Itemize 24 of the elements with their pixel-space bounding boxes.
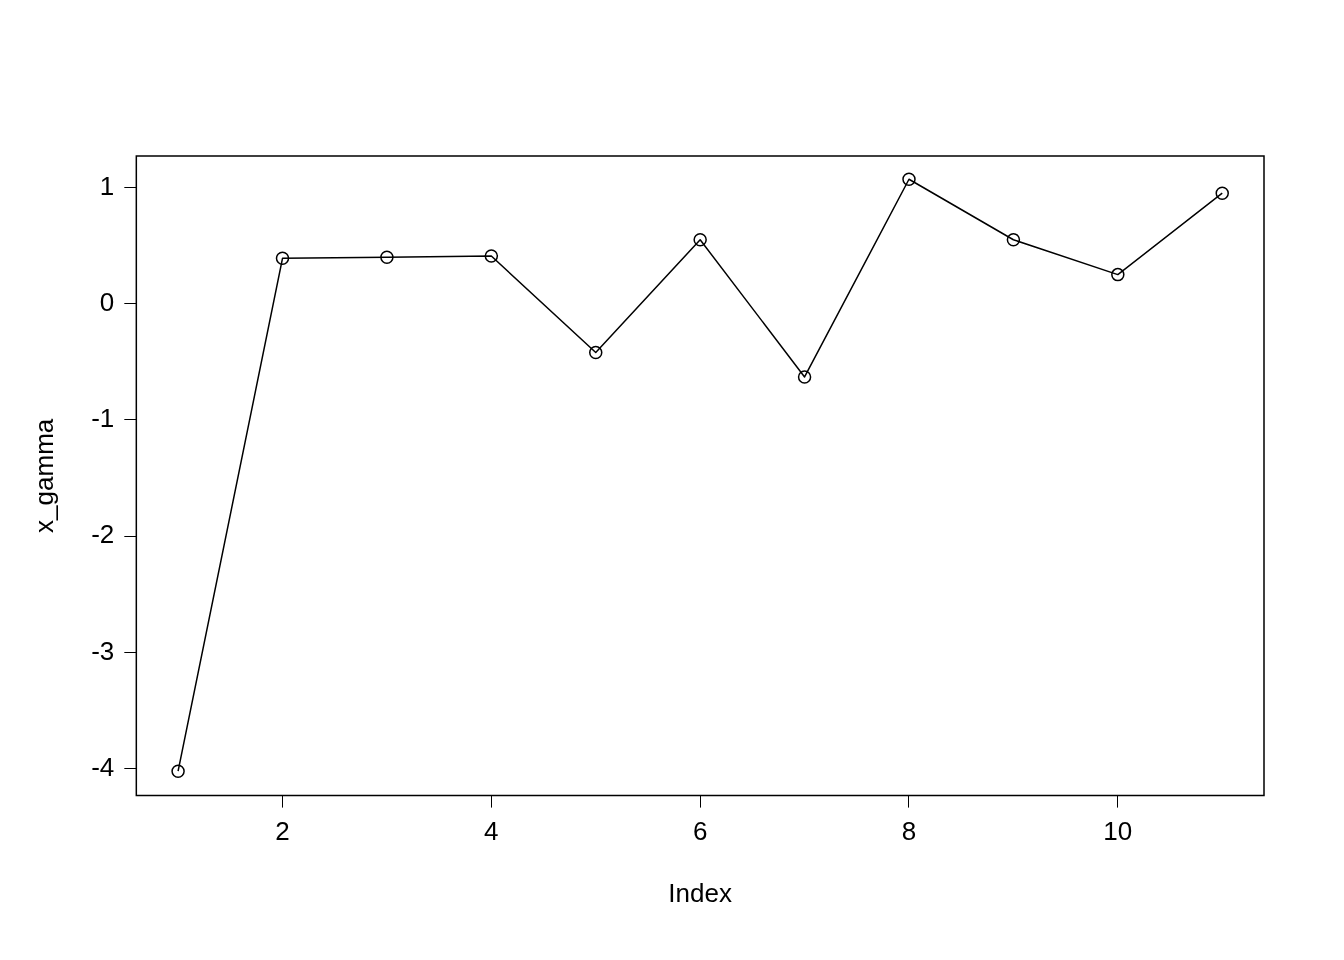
y-tick-label: 1 xyxy=(99,170,115,201)
y-axis-title: x_gamma xyxy=(28,418,59,533)
x-tick-label: 8 xyxy=(901,816,917,847)
y-tick-label: 0 xyxy=(99,286,115,317)
point xyxy=(171,764,185,778)
point xyxy=(1111,267,1125,282)
point xyxy=(1006,232,1021,247)
x-tick-label: 4 xyxy=(484,816,499,847)
point xyxy=(588,345,603,360)
x-tick-label: 10 xyxy=(1103,816,1133,847)
y-tick-label: -4 xyxy=(91,752,115,783)
y-tick-label: -2 xyxy=(91,519,115,550)
x-tick-label: 6 xyxy=(692,816,708,847)
point xyxy=(797,370,812,384)
x-tick-label: 2 xyxy=(275,816,290,847)
x-axis-title: Index xyxy=(668,877,732,908)
y-tick-label: -1 xyxy=(91,403,115,434)
point xyxy=(275,251,290,266)
point xyxy=(693,232,707,247)
point xyxy=(1215,186,1229,200)
point xyxy=(380,250,394,264)
point xyxy=(484,249,499,263)
point xyxy=(902,172,916,187)
y-tick-label: -3 xyxy=(91,635,115,666)
